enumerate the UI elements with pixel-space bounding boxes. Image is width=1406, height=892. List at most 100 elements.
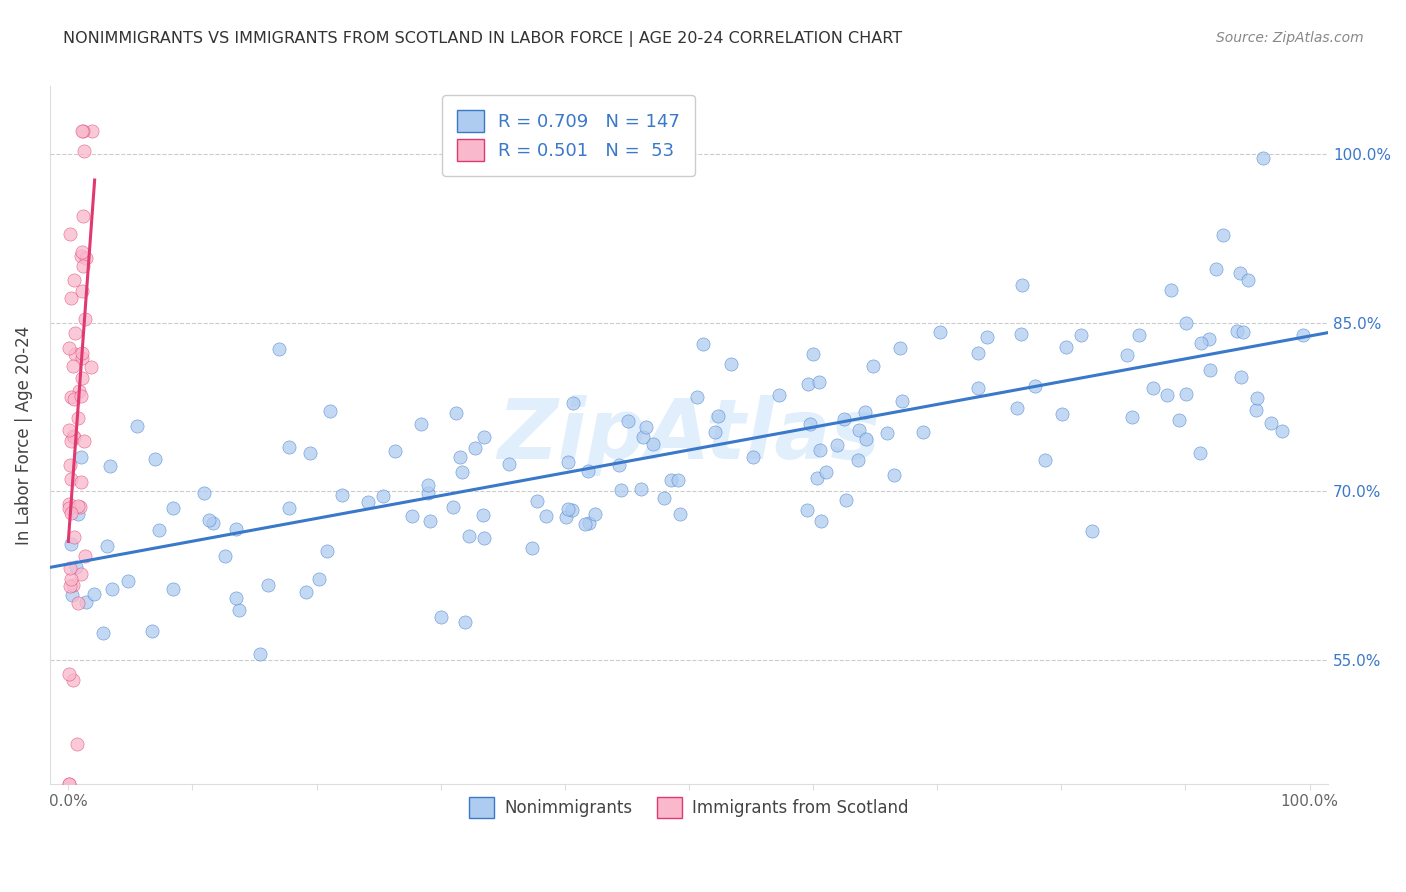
Point — [562, 396, 585, 410]
Point — [80, 360, 103, 375]
Text: Source: ZipAtlas.com: Source: ZipAtlas.com — [1216, 31, 1364, 45]
Point — [1175, 316, 1198, 330]
Point — [59, 561, 82, 575]
Point — [201, 516, 224, 530]
Point — [557, 501, 579, 516]
Point — [636, 420, 658, 434]
Y-axis label: In Labor Force | Age 20-24: In Labor Force | Age 20-24 — [15, 326, 32, 545]
Point — [162, 582, 184, 596]
Point — [193, 485, 215, 500]
Point — [561, 503, 583, 517]
Point — [706, 409, 728, 424]
Point — [967, 381, 990, 395]
Point — [70, 567, 93, 582]
Point — [578, 516, 600, 531]
Point — [60, 573, 83, 587]
Point — [526, 493, 548, 508]
Point — [1010, 326, 1032, 341]
Point — [669, 507, 692, 521]
Point — [652, 491, 675, 505]
Point — [70, 346, 93, 360]
Point — [464, 441, 486, 455]
Point — [862, 359, 884, 374]
Point — [796, 376, 818, 391]
Point — [72, 260, 94, 274]
Point — [799, 417, 821, 432]
Point — [471, 508, 494, 523]
Point — [69, 475, 91, 490]
Point — [58, 777, 80, 791]
Point — [249, 647, 271, 661]
Point — [357, 495, 380, 509]
Point — [66, 737, 89, 751]
Point — [454, 615, 477, 630]
Point — [720, 358, 742, 372]
Point — [62, 430, 84, 444]
Point — [1189, 335, 1212, 350]
Point — [1212, 227, 1234, 242]
Point — [59, 227, 82, 241]
Point — [65, 559, 87, 574]
Point — [316, 544, 339, 558]
Point — [277, 440, 299, 454]
Point — [162, 500, 184, 515]
Point — [65, 347, 87, 361]
Point — [58, 501, 80, 516]
Point — [62, 429, 84, 443]
Point — [1160, 284, 1182, 298]
Point — [692, 336, 714, 351]
Point — [1229, 370, 1251, 384]
Point — [298, 446, 321, 460]
Point — [1199, 363, 1222, 377]
Point — [1115, 347, 1137, 361]
Point — [574, 517, 596, 532]
Point — [59, 458, 82, 472]
Point — [117, 574, 139, 589]
Point — [73, 311, 96, 326]
Point — [67, 507, 90, 521]
Point — [796, 503, 818, 517]
Point — [576, 464, 599, 478]
Point — [60, 588, 83, 602]
Point — [69, 500, 91, 515]
Point — [630, 482, 652, 496]
Point — [643, 436, 665, 450]
Point — [67, 596, 90, 610]
Point — [1167, 413, 1189, 427]
Point — [228, 603, 250, 617]
Point — [332, 488, 354, 502]
Point — [75, 251, 97, 265]
Point — [846, 453, 869, 467]
Point — [1128, 328, 1150, 343]
Text: ZipAtlas: ZipAtlas — [498, 394, 880, 475]
Point — [1033, 453, 1056, 467]
Point — [810, 514, 832, 528]
Point — [66, 499, 89, 513]
Point — [704, 425, 727, 439]
Point — [60, 291, 83, 305]
Point — [1292, 327, 1315, 342]
Point — [59, 506, 82, 520]
Point — [58, 777, 80, 791]
Point — [610, 483, 633, 497]
Point — [72, 209, 94, 223]
Point — [98, 458, 121, 473]
Point — [976, 330, 998, 344]
Point — [62, 359, 84, 373]
Point — [83, 587, 105, 601]
Point — [73, 549, 96, 563]
Point — [929, 325, 952, 339]
Point — [1121, 410, 1143, 425]
Point — [659, 474, 682, 488]
Point — [912, 425, 935, 440]
Point — [835, 492, 858, 507]
Point — [1011, 277, 1033, 292]
Point — [70, 284, 93, 298]
Point — [1142, 381, 1164, 395]
Point — [58, 424, 80, 438]
Point — [1174, 387, 1197, 401]
Point — [418, 478, 440, 492]
Point — [75, 595, 97, 609]
Point — [890, 393, 912, 408]
Point — [409, 417, 432, 432]
